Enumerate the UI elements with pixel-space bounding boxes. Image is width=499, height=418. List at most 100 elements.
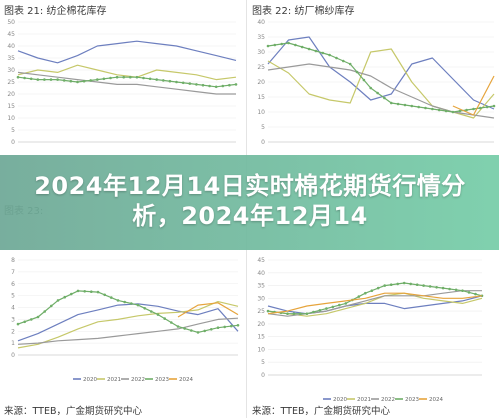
series-point xyxy=(143,307,146,310)
series-line-3 xyxy=(267,42,495,113)
chart-title: 图表 21: 纺企棉花库存 xyxy=(4,6,107,17)
legend-label: 2021 xyxy=(357,397,371,403)
series-point xyxy=(415,283,419,287)
series-point xyxy=(465,108,468,112)
legend-label: 2021 xyxy=(107,377,121,383)
series-point xyxy=(16,75,20,79)
series-point xyxy=(163,317,166,320)
series-point xyxy=(103,293,106,297)
series-point xyxy=(376,286,380,290)
series-point xyxy=(396,102,400,106)
series-point xyxy=(370,289,374,293)
y-tick-label: 30 xyxy=(7,67,15,74)
series-line-0 xyxy=(17,303,239,342)
series-point xyxy=(188,82,192,85)
y-tick-label: 10 xyxy=(257,109,265,116)
series-point xyxy=(135,75,139,79)
series-point xyxy=(129,75,132,79)
series-point xyxy=(422,284,425,287)
series-point xyxy=(417,105,421,109)
series-point xyxy=(328,53,331,57)
series-point xyxy=(424,106,427,110)
series-point xyxy=(56,78,59,81)
series-point xyxy=(479,106,482,110)
headline-banner xyxy=(0,155,499,250)
series-point xyxy=(348,62,352,66)
series-point xyxy=(321,51,325,55)
series-point xyxy=(142,76,145,80)
y-tick-label: 30 xyxy=(257,49,265,56)
series-point xyxy=(195,83,198,86)
series-point xyxy=(461,289,464,293)
series-point xyxy=(362,78,366,82)
series-point xyxy=(116,299,120,302)
y-tick-label: 45 xyxy=(7,31,15,38)
series-point xyxy=(299,312,302,316)
series-point xyxy=(110,296,113,299)
series-point xyxy=(448,287,451,291)
series-point xyxy=(136,303,140,307)
series-point xyxy=(402,281,406,285)
series-point xyxy=(223,325,226,329)
series-point xyxy=(335,56,338,60)
y-tick-label: 15 xyxy=(257,334,265,341)
series-point xyxy=(305,312,309,316)
series-point xyxy=(312,310,315,314)
series-line-4 xyxy=(177,302,239,318)
series-point xyxy=(454,288,458,292)
series-point xyxy=(168,79,172,83)
y-tick-label: 20 xyxy=(7,91,15,98)
series-point xyxy=(162,79,165,82)
y-tick-label: 40 xyxy=(257,19,265,26)
series-point xyxy=(69,79,73,83)
series-point xyxy=(176,325,180,328)
series-point xyxy=(148,77,152,81)
legend-label: 2022 xyxy=(381,397,395,403)
series-point xyxy=(115,75,119,79)
series-point xyxy=(286,312,289,316)
y-tick-label: 7 xyxy=(11,269,15,276)
series-point xyxy=(76,289,80,293)
series-line-2 xyxy=(17,317,239,345)
series-point xyxy=(228,83,231,87)
series-point xyxy=(63,295,66,299)
series-point xyxy=(342,59,345,63)
series-point xyxy=(43,78,46,81)
y-tick-label: 6 xyxy=(11,281,15,288)
series-point xyxy=(43,310,46,313)
y-tick-label: 10 xyxy=(7,115,15,122)
y-tick-label: 20 xyxy=(257,79,265,86)
series-point xyxy=(62,79,66,82)
series-point xyxy=(266,44,270,48)
y-tick-label: 25 xyxy=(257,64,265,71)
legend-label: 2024 xyxy=(179,377,193,383)
y-tick-label: 35 xyxy=(257,34,265,41)
series-point xyxy=(294,43,297,47)
series-point xyxy=(383,96,386,100)
series-point xyxy=(190,329,193,332)
series-point xyxy=(410,104,414,108)
series-point xyxy=(431,107,434,111)
legend-label: 2020 xyxy=(333,397,347,403)
series-point xyxy=(300,45,304,49)
series-point xyxy=(389,283,393,287)
series-point xyxy=(36,315,40,319)
series-point xyxy=(444,109,448,113)
series-point xyxy=(441,286,445,290)
y-tick-label: 10 xyxy=(257,346,265,353)
series-point xyxy=(102,77,106,81)
series-line-3 xyxy=(267,282,483,315)
series-point xyxy=(292,312,296,316)
series-point xyxy=(216,326,220,330)
series-point xyxy=(390,101,393,105)
series-point xyxy=(201,83,205,87)
series-point xyxy=(49,78,53,81)
y-tick-label: 35 xyxy=(7,55,15,62)
series-point xyxy=(96,78,99,81)
series-point xyxy=(307,47,311,51)
y-tick-label: 5 xyxy=(261,124,265,131)
series-point xyxy=(435,286,438,289)
series-point xyxy=(210,328,213,331)
y-tick-label: 35 xyxy=(257,283,265,290)
